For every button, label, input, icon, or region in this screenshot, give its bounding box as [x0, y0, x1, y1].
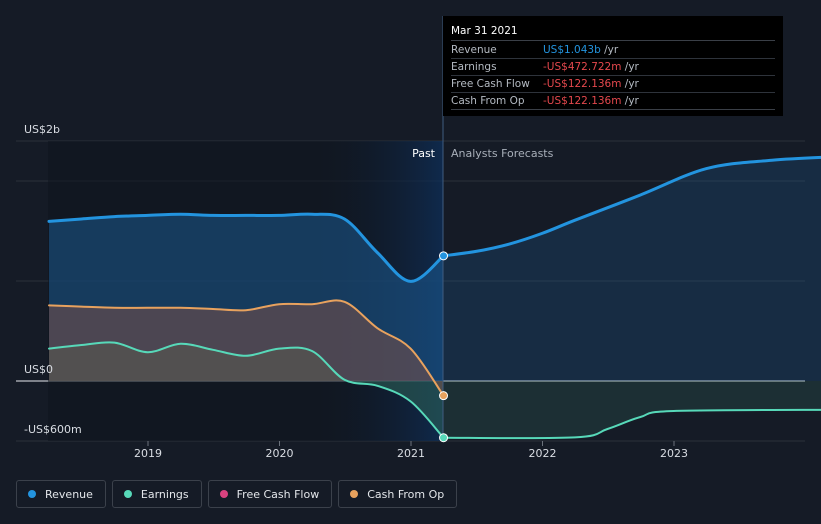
legend-label: Cash From Op — [367, 487, 445, 501]
tooltip-row-revenue: Revenue US$1.043b /yr — [451, 42, 775, 59]
legend-item-revenue[interactable]: Revenue — [16, 480, 106, 508]
legend-label: Free Cash Flow — [236, 487, 320, 501]
tooltip: Mar 31 2021 Revenue US$1.043b /yr Earnin… — [443, 16, 783, 116]
y-axis-labels: US$2b US$0 -US$600m — [24, 123, 82, 436]
tooltip-row-value: -US$122.136m — [543, 95, 622, 107]
tooltip-row-name: Earnings — [451, 61, 497, 73]
line-earnings — [48, 341, 445, 439]
tooltip-row-name: Revenue — [451, 44, 497, 56]
tooltip-row-unit: /yr — [621, 95, 639, 107]
legend-dot-icon — [123, 490, 132, 498]
line-revenue — [47, 212, 445, 283]
legend-dot-icon — [28, 490, 36, 498]
x-tick-label: 2021 — [397, 447, 425, 460]
tooltip-row-value: -US$122.136m — [543, 78, 622, 90]
line-earnings-forecast — [442, 408, 821, 440]
tooltip-date: Mar 31 2021 — [451, 22, 775, 41]
legend-label: Revenue — [45, 487, 93, 501]
x-tick-label: 2019 — [134, 447, 162, 460]
tooltip-row-name: Cash From Op — [451, 95, 525, 107]
marker-revenue — [439, 251, 449, 261]
tooltip-row-value: US$1.043b — [543, 44, 601, 56]
tooltip-row-unit: /yr — [621, 78, 639, 90]
series-lines — [47, 155, 821, 440]
y-axis-label: US$2b — [24, 123, 60, 136]
legend-item-earnings[interactable]: Earnings — [111, 480, 202, 508]
marker-cash-from-op — [439, 391, 449, 401]
series-markers — [439, 251, 449, 443]
tooltip-row-unit: /yr — [600, 44, 619, 56]
legend-item-cash-from-op[interactable]: Cash From Op — [338, 480, 458, 508]
tooltip-row-cash-from-op: Cash From Op -US$122.136m /yr — [451, 93, 775, 110]
legend-dot-icon — [350, 490, 359, 498]
legend: Revenue Earnings Free Cash Flow Cash Fro… — [16, 480, 463, 508]
line-cash-from-op — [48, 299, 445, 397]
past-label: Past — [412, 147, 436, 160]
x-tick-label: 2020 — [266, 447, 294, 460]
legend-dot-icon — [219, 490, 228, 498]
legend-label: Earnings — [140, 487, 189, 501]
marker-earnings — [439, 433, 449, 443]
tooltip-row-earnings: Earnings -US$472.722m /yr — [451, 59, 775, 76]
tooltip-row-unit: /yr — [621, 61, 639, 73]
x-tick-label: 2023 — [660, 447, 688, 460]
x-tick-label: 2022 — [529, 447, 557, 460]
y-axis-label: US$0 — [24, 363, 53, 376]
tooltip-row-name: Free Cash Flow — [451, 78, 530, 90]
area-earnings-forecast — [443, 381, 821, 439]
forecast-label: Analysts Forecasts — [451, 147, 554, 160]
tooltip-row-value: -US$472.722m — [543, 61, 622, 73]
line-revenue-forecast — [442, 155, 821, 258]
legend-item-free-cash-flow[interactable]: Free Cash Flow — [207, 480, 333, 508]
series-areas — [49, 157, 821, 439]
x-axis-ticks: 2019 2020 2021 2022 2023 — [134, 441, 688, 460]
area-revenue-forecast — [443, 157, 821, 381]
y-axis-label: -US$600m — [24, 423, 82, 436]
tooltip-row-free-cash-flow: Free Cash Flow -US$122.136m /yr — [451, 76, 775, 93]
area-cash-from-op — [49, 300, 444, 396]
